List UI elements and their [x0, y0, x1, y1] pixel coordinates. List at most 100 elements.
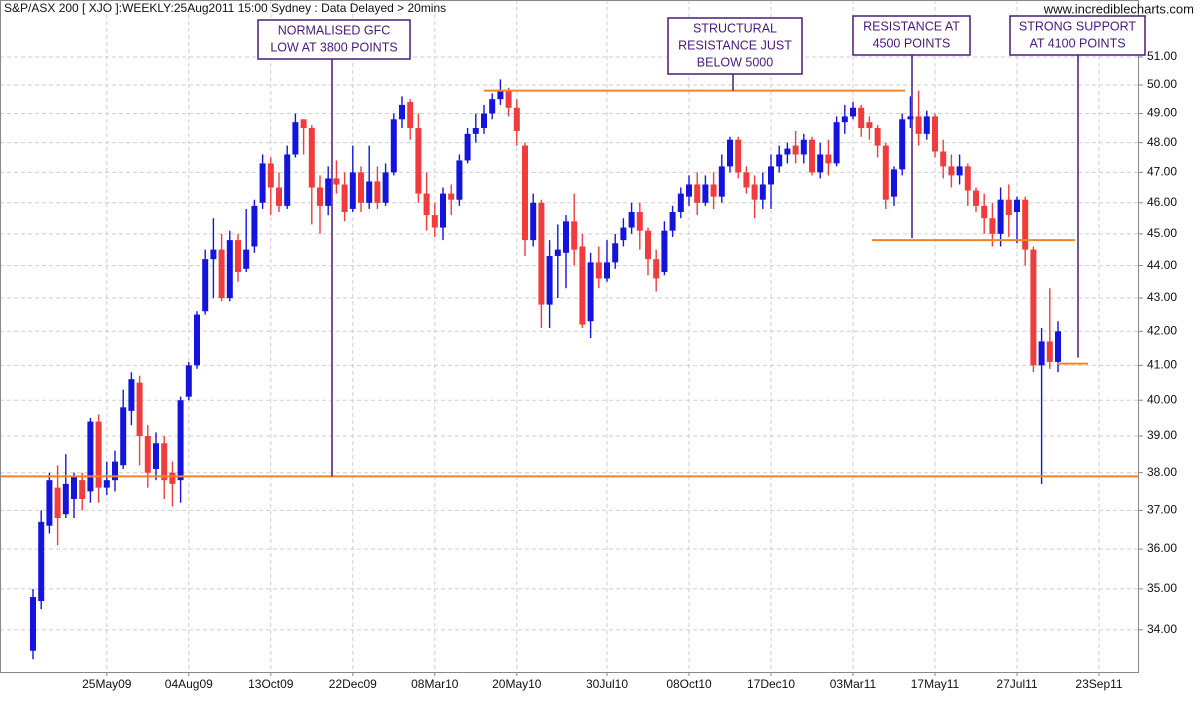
- candle-body: [169, 472, 176, 484]
- x-tick-label: 13Oct09: [248, 677, 294, 691]
- callout-text: LOW AT 3800 POINTS: [270, 40, 397, 54]
- callout-text: RESISTANCE AT: [863, 19, 960, 33]
- x-tick-label: 04Aug09: [165, 677, 213, 691]
- x-tick-label: 27Jul11: [996, 677, 1037, 691]
- y-tick-label: 41.00: [1147, 358, 1177, 372]
- candle-body: [866, 122, 873, 129]
- candle-body: [571, 221, 578, 250]
- candle-body: [317, 187, 323, 206]
- candle-body: [120, 407, 127, 466]
- candle-body: [833, 122, 840, 164]
- candle-body: [1005, 199, 1012, 216]
- candle-body: [932, 116, 938, 152]
- candle-body: [267, 163, 274, 188]
- candle-body: [743, 172, 750, 188]
- candle-body: [1046, 341, 1053, 362]
- candle-body: [940, 151, 947, 167]
- y-tick-label: 37.00: [1147, 503, 1177, 517]
- candle-body: [636, 212, 643, 231]
- y-tick-label: 45.00: [1147, 226, 1177, 240]
- x-tick-label: 20May10: [492, 677, 542, 691]
- candle-body: [899, 119, 906, 170]
- callout-text: AT 4100 POINTS: [1029, 36, 1125, 50]
- candle-body: [431, 215, 438, 228]
- candle-body: [62, 483, 69, 515]
- x-tick-label: 22Dec09: [329, 677, 377, 691]
- candle-body: [554, 249, 561, 256]
- callout-box: [1009, 15, 1146, 56]
- y-tick-label: 38.00: [1147, 465, 1177, 479]
- source: www.incrediblecharts.com: [1043, 1, 1194, 16]
- candle-body: [513, 107, 520, 131]
- candle-body: [87, 421, 94, 492]
- candle-body: [235, 240, 241, 273]
- y-tick-label: 48.00: [1147, 135, 1177, 149]
- candle-body: [563, 221, 569, 253]
- candle-body: [71, 476, 77, 499]
- candle-body: [587, 262, 594, 322]
- candle-body: [243, 249, 250, 269]
- candle-body: [448, 193, 455, 200]
- y-tick-label: 44.00: [1147, 258, 1177, 272]
- candle-body: [497, 90, 504, 100]
- candle-body: [136, 382, 143, 436]
- candle-body: [1022, 199, 1029, 250]
- candle-body: [276, 187, 282, 206]
- candle-body: [79, 480, 86, 499]
- candle-body: [226, 240, 233, 299]
- candle-body: [973, 190, 979, 206]
- y-tick-label: 46.00: [1147, 195, 1177, 209]
- candle-body: [481, 113, 487, 129]
- candle-body: [407, 102, 414, 129]
- callout-text: RESISTANCE JUST: [678, 38, 792, 52]
- y-tick-label: 42.00: [1147, 323, 1177, 337]
- y-tick-label: 51.00: [1147, 49, 1177, 63]
- candle-body: [735, 139, 742, 173]
- candle-body: [522, 145, 528, 241]
- grid: [0, 0, 1138, 672]
- candle-body: [472, 128, 479, 134]
- candle-body: [784, 148, 791, 155]
- callout-text: 4500 POINTS: [873, 36, 951, 50]
- x-tick-label: 08Mar10: [411, 677, 459, 691]
- candle-body: [341, 184, 348, 213]
- candle-body: [530, 202, 537, 241]
- candle-body: [128, 379, 135, 411]
- candle-body: [579, 246, 586, 325]
- x-tick-label: 17May11: [911, 677, 960, 691]
- candle-body: [751, 184, 758, 200]
- candle-body: [390, 119, 397, 173]
- candle-body: [727, 139, 733, 167]
- plot-frame: [0, 0, 1139, 673]
- candle-body: [153, 443, 159, 469]
- candle-body: [440, 193, 446, 228]
- candle-body: [800, 139, 807, 155]
- candle-body: [423, 193, 430, 216]
- candle-body: [177, 400, 184, 481]
- candle-body: [374, 181, 381, 203]
- x-tick-label: 08Oct10: [666, 677, 712, 691]
- candle-body: [989, 218, 996, 234]
- candle-body: [382, 172, 389, 203]
- candle-body: [185, 365, 192, 397]
- candle-body: [399, 104, 405, 120]
- chart-title: S&P/ASX 200 [ XJO ]:WEEKLY:25Aug2011 15:…: [4, 1, 446, 15]
- candle-body: [923, 116, 930, 134]
- y-tick-label: 35.00: [1147, 581, 1177, 595]
- y-tick-label: 36.00: [1147, 541, 1177, 555]
- candle-body: [538, 202, 545, 305]
- candle-body: [628, 212, 635, 228]
- candle-body: [489, 99, 496, 114]
- candle-body: [1055, 331, 1061, 362]
- candle-body: [841, 116, 848, 123]
- candle-body: [817, 154, 824, 173]
- candle-body: [333, 178, 340, 185]
- candle-body: [882, 145, 889, 200]
- candle-body: [505, 90, 512, 108]
- y-tick-label: 43.00: [1147, 290, 1177, 304]
- candle-body: [349, 172, 356, 209]
- callout-text: STRONG SUPPORT: [1019, 19, 1137, 33]
- candle-body: [112, 461, 118, 481]
- plot: [0, 79, 1138, 660]
- candle-body: [825, 154, 832, 164]
